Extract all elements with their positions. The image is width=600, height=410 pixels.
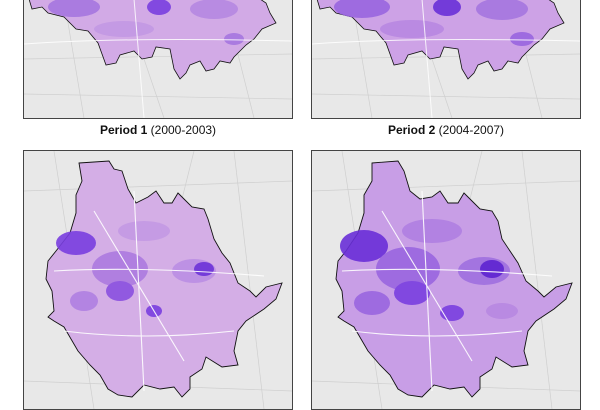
map-panel-period-4	[311, 150, 581, 410]
map-period-2	[312, 0, 580, 118]
map-period-3	[24, 151, 292, 409]
caption-period-2-range: (2004-2007)	[438, 123, 505, 137]
map-panel-period-3	[23, 150, 293, 410]
metro-area-fill	[45, 160, 283, 398]
caption-period-1: Period 1 (2000-2003)	[23, 123, 293, 137]
map-period-1	[24, 0, 292, 118]
map-period-4	[312, 151, 580, 409]
map-panel-period-1	[23, 0, 293, 119]
caption-period-1-label: Period 1	[99, 123, 148, 137]
map-panel-period-2	[311, 0, 581, 119]
caption-period-2-label: Period 2	[387, 123, 436, 137]
metro-area-fill	[335, 160, 573, 398]
caption-period-2: Period 2 (2004-2007)	[311, 123, 581, 137]
caption-period-1-range: (2000-2003)	[150, 123, 217, 137]
